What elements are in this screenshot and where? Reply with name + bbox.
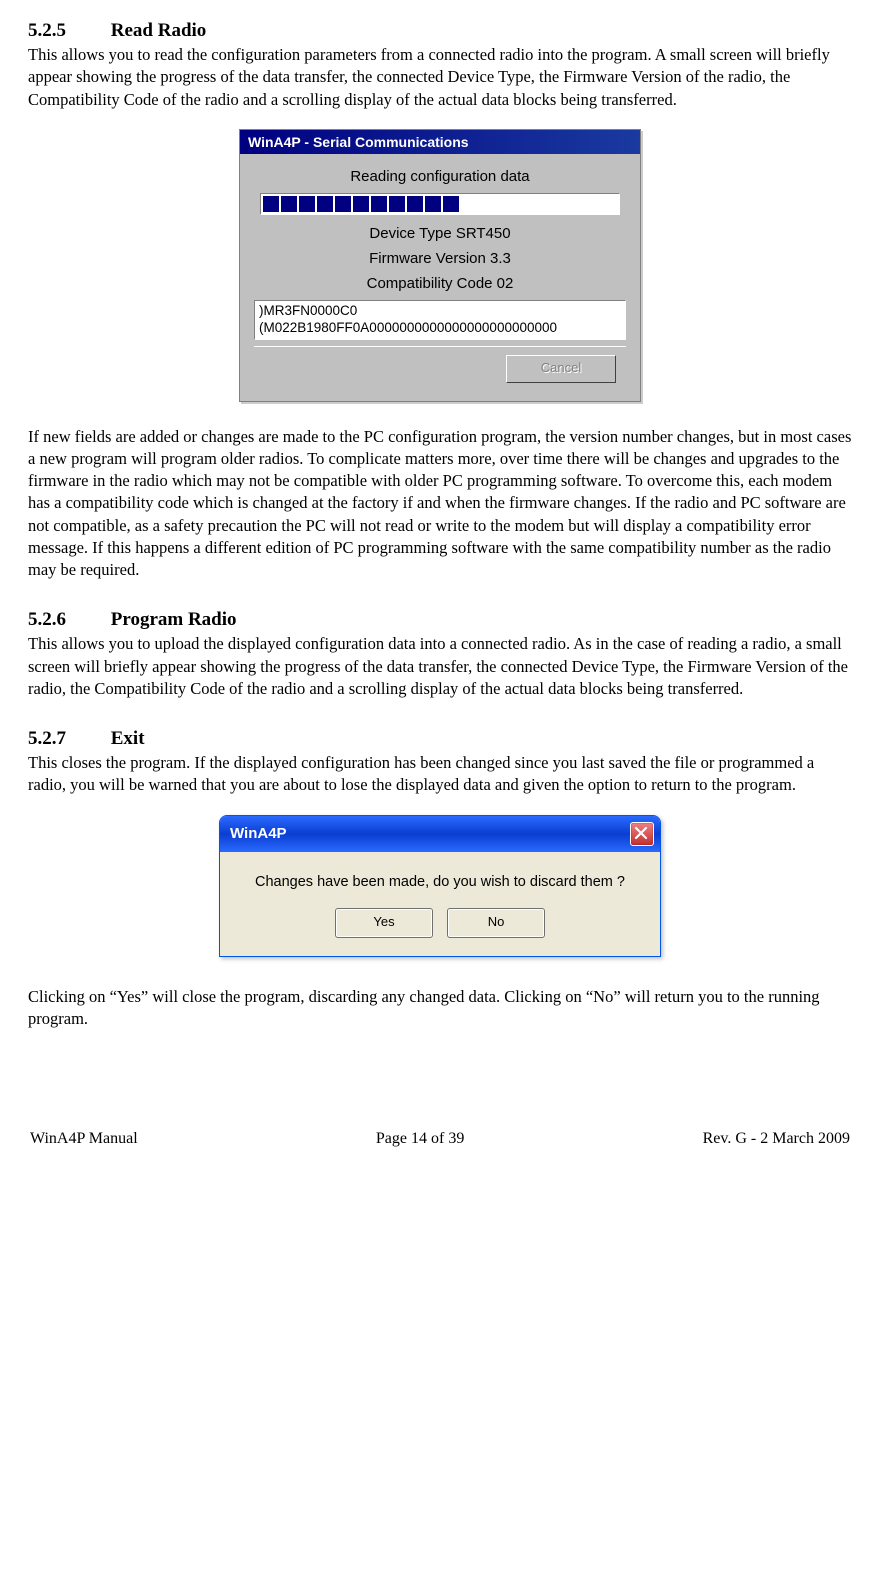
heading-number: 5.2.7 (28, 728, 106, 750)
data-line: (M022B1980FF0A0000000000000000000000000 (259, 320, 621, 337)
heading-title: Program Radio (111, 609, 237, 630)
dialog-body: Reading configuration data Device Type S… (240, 154, 640, 401)
compatibility-code-text: Compatibility Code 02 (254, 275, 626, 292)
progress-bar (260, 193, 620, 215)
status-text: Reading configuration data (254, 168, 626, 185)
device-type-text: Device Type SRT450 (254, 225, 626, 242)
footer-left: WinA4P Manual (30, 1130, 138, 1148)
footer-page-number: Page 14 of 39 (376, 1130, 464, 1148)
paragraph: Clicking on “Yes” will close the program… (28, 986, 852, 1031)
data-block-display: )MR3FN0000C0 (M022B1980FF0A0000000000000… (254, 300, 626, 340)
yes-button[interactable]: Yes (335, 908, 433, 938)
dialog-footer: Cancel (254, 346, 626, 391)
paragraph: If new fields are added or changes are m… (28, 426, 852, 582)
heading-5-2-6: 5.2.6 Program Radio (28, 609, 852, 631)
dialog-titlebar[interactable]: WinA4P - Serial Communications (240, 130, 640, 154)
heading-number: 5.2.5 (28, 20, 106, 42)
heading-title: Exit (111, 728, 145, 749)
dialog-message: Changes have been made, do you wish to d… (240, 874, 640, 890)
paragraph: This allows you to upload the displayed … (28, 633, 852, 700)
heading-number: 5.2.6 (28, 609, 106, 631)
paragraph: This closes the program. If the displaye… (28, 752, 852, 797)
close-icon[interactable] (630, 822, 654, 846)
dialog-title: WinA4P (230, 825, 287, 842)
dialog-titlebar[interactable]: WinA4P (220, 816, 660, 852)
paragraph: This allows you to read the configuratio… (28, 44, 852, 111)
cancel-button[interactable]: Cancel (506, 355, 616, 383)
serial-communications-dialog: WinA4P - Serial Communications Reading c… (239, 129, 641, 402)
heading-title: Read Radio (111, 20, 207, 41)
firmware-version-text: Firmware Version 3.3 (254, 250, 626, 267)
heading-5-2-7: 5.2.7 Exit (28, 728, 852, 750)
page-footer: WinA4P Manual Page 14 of 39 Rev. G - 2 M… (28, 1130, 852, 1148)
discard-changes-dialog: WinA4P Changes have been made, do you wi… (219, 815, 661, 957)
no-button[interactable]: No (447, 908, 545, 938)
dialog-body: Changes have been made, do you wish to d… (220, 852, 660, 956)
heading-5-2-5: 5.2.5 Read Radio (28, 20, 852, 42)
footer-revision: Rev. G - 2 March 2009 (703, 1130, 850, 1148)
data-line: )MR3FN0000C0 (259, 303, 621, 320)
